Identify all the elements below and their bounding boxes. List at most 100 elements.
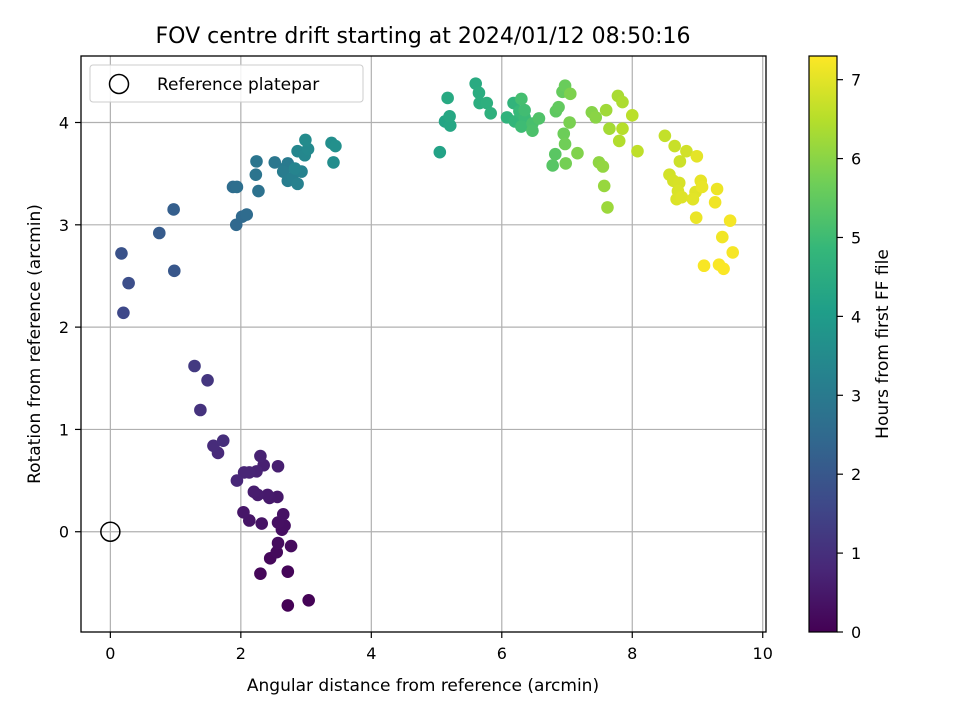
data-point (249, 168, 263, 181)
colorbar-ticks: 0 1 2 3 4 5 6 7 (837, 71, 861, 642)
y-axis-ticks: 0 1 2 3 4 (59, 114, 81, 542)
y-tick-label: 1 (59, 420, 69, 439)
y-tick-label: 0 (59, 523, 69, 542)
data-point (695, 180, 709, 194)
data-point (281, 565, 295, 578)
data-point (563, 116, 576, 129)
data-point (480, 96, 494, 110)
data-point (484, 106, 497, 120)
data-point (710, 182, 724, 196)
data-point (546, 159, 559, 172)
colorbar-tick-label: 5 (851, 228, 861, 247)
data-point (715, 230, 729, 244)
x-tick-label: 0 (105, 644, 115, 663)
colorbar-label: Hours from first FF file (873, 249, 893, 439)
data-point (518, 103, 531, 117)
data-point (201, 374, 214, 387)
data-point (230, 474, 244, 487)
data-point (599, 103, 613, 117)
data-point (526, 124, 539, 137)
data-point (270, 545, 284, 559)
scatter-points (115, 77, 740, 612)
colorbar-gradient (808, 55, 838, 633)
data-point (680, 144, 693, 158)
data-point (686, 192, 700, 206)
data-point (329, 139, 342, 153)
data-point (723, 214, 737, 228)
data-point (252, 184, 265, 198)
data-point (726, 246, 740, 259)
data-point (268, 156, 282, 169)
data-point (559, 157, 573, 170)
x-axis-ticks: 0 2 4 6 8 10 (105, 632, 773, 663)
data-point (255, 517, 269, 530)
data-point (589, 111, 603, 124)
colorbar-tick-label: 1 (851, 544, 861, 563)
data-point (117, 306, 130, 320)
data-point (616, 95, 629, 109)
data-point (603, 122, 616, 135)
data-point (261, 488, 274, 502)
data-point (122, 276, 135, 290)
colorbar: 0 1 2 3 4 5 6 7 Hours from first FF file (808, 55, 893, 642)
data-point (250, 155, 263, 168)
data-point (167, 203, 180, 216)
data-point (558, 137, 572, 151)
data-point (472, 86, 486, 100)
data-point (291, 177, 304, 191)
data-point (596, 160, 610, 173)
data-point (299, 133, 312, 147)
data-point (288, 162, 302, 175)
data-point (443, 110, 456, 123)
data-point (557, 127, 571, 141)
data-point (271, 536, 285, 550)
legend-box (89, 64, 364, 103)
data-point (443, 119, 457, 132)
data-point (601, 201, 614, 214)
data-point (271, 459, 285, 473)
data-point (717, 262, 730, 276)
data-point (689, 211, 703, 224)
data-point (194, 403, 207, 417)
data-point (115, 247, 128, 260)
data-point (237, 466, 251, 479)
data-point (631, 144, 644, 158)
data-point (515, 92, 528, 106)
data-point (697, 259, 711, 273)
data-point (552, 100, 565, 114)
data-point (612, 134, 626, 148)
legend: Reference platepar (89, 64, 364, 103)
data-point (207, 439, 220, 453)
x-tick-label: 2 (236, 644, 246, 663)
data-point (284, 539, 298, 553)
data-point (167, 264, 181, 278)
data-point (216, 434, 230, 447)
chart-title: FOV centre drift starting at 2024/01/12 … (156, 24, 691, 49)
legend-marker-open-circle (108, 73, 130, 95)
x-tick-label: 4 (366, 644, 376, 663)
data-point (658, 129, 672, 143)
data-point (616, 122, 629, 135)
data-point (237, 505, 250, 519)
data-point (302, 593, 315, 607)
x-axis-label: Angular distance from reference (arcmin) (247, 676, 599, 696)
plot-frame (80, 55, 767, 633)
data-point (675, 190, 689, 204)
data-point (532, 112, 546, 125)
data-point (673, 155, 687, 168)
data-point (254, 449, 267, 463)
data-point (548, 147, 562, 161)
data-point (240, 208, 254, 221)
data-point (515, 120, 528, 133)
x-grid (109, 56, 764, 632)
data-point (327, 156, 340, 169)
x-tick-label: 8 (627, 644, 637, 663)
colorbar-tick-label: 6 (851, 150, 861, 169)
data-point (668, 139, 681, 153)
colorbar-tick-label: 3 (851, 386, 861, 405)
data-point (625, 109, 639, 122)
data-point (690, 149, 704, 163)
colorbar-tick-label: 0 (851, 623, 861, 642)
